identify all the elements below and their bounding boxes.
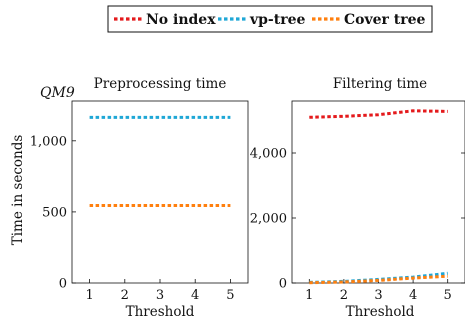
x-tick-label: 4: [409, 288, 417, 303]
series-lines: [309, 109, 448, 285]
chart-preprocessing: Preprocessing time 1 2 3 4 5 0 500 1,000 Thresh…: [30, 76, 249, 320]
chart-filtering: Filtering time 1 2 3 4 5 0 2,000 4,000 Threshol…: [250, 76, 465, 320]
axis-ticks: 1 2 3 4 5 0 500 1,000: [30, 134, 235, 303]
legend-label-no-index: No index: [146, 12, 216, 28]
plot-frame: [71, 100, 249, 284]
x-tick-label: 1: [85, 288, 93, 303]
axis-ticks: 1 2 3 4 5 0 2,000 4,000: [250, 147, 465, 303]
y-tick-label: 0: [59, 277, 67, 292]
y-tick-label: 1,000: [30, 134, 67, 149]
dataset-label: QM9: [40, 85, 75, 101]
y-tick-label: 500: [42, 205, 67, 220]
x-tick-label: 3: [156, 288, 164, 303]
x-tick-label: 3: [374, 288, 382, 303]
x-axis-label: Threshold: [346, 304, 415, 320]
legend-box: [107, 5, 433, 33]
x-axis-label: Threshold: [126, 304, 195, 320]
y-axis-label: Time in seconds: [10, 135, 26, 246]
legend: No index vp-tree Cover tree: [107, 5, 433, 33]
series-line-no-index: [309, 109, 448, 119]
series-lines: [89, 115, 231, 207]
series-line-cover-tree: [309, 274, 448, 285]
legend-label-cover-tree: Cover tree: [344, 12, 426, 28]
y-tick-label: 0: [279, 277, 287, 292]
legend-label-vp-tree: vp-tree: [249, 12, 305, 28]
y-tick-label: 4,000: [250, 147, 287, 162]
plot-frame: [291, 100, 465, 284]
x-tick-label: 4: [191, 288, 199, 303]
x-tick-label: 5: [444, 288, 452, 303]
chart-title: Filtering time: [333, 76, 427, 92]
x-tick-label: 1: [305, 288, 313, 303]
x-tick-label: 5: [226, 288, 234, 303]
chart-title: Preprocessing time: [94, 76, 227, 92]
x-tick-label: 2: [121, 288, 129, 303]
y-tick-label: 2,000: [250, 212, 287, 227]
x-tick-label: 2: [340, 288, 348, 303]
